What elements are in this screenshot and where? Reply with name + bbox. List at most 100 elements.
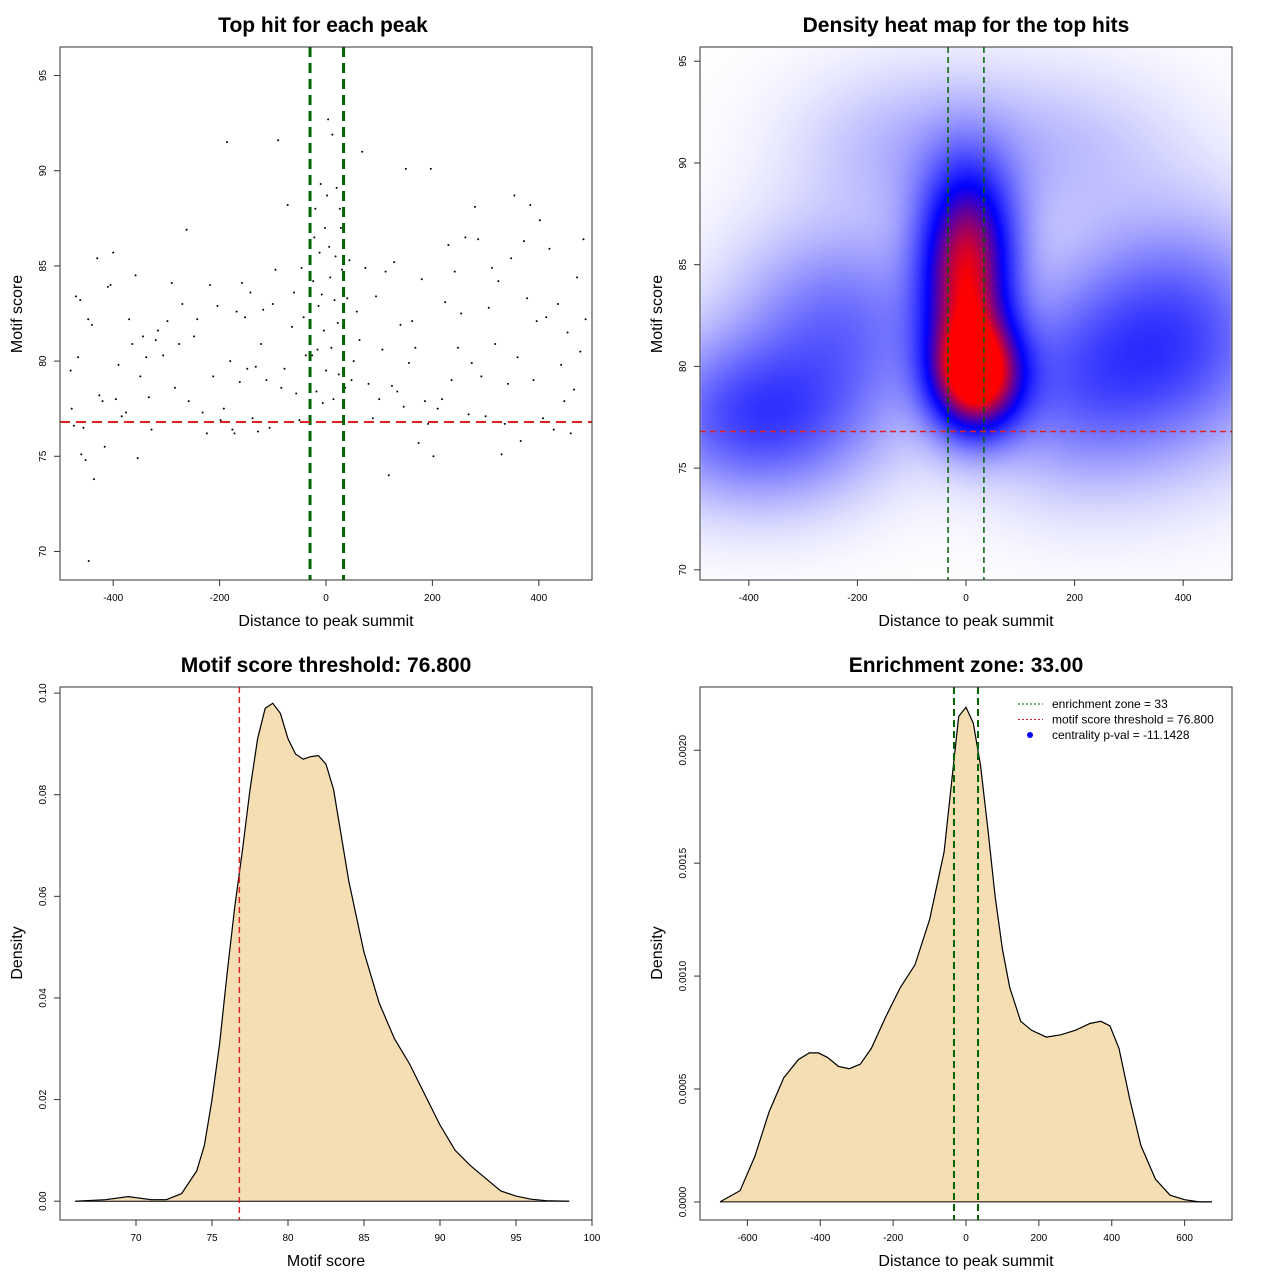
x-axis-label: Distance to peak summit (878, 613, 1054, 630)
data-point (337, 373, 340, 376)
data-point (447, 243, 450, 246)
data-point (139, 375, 142, 378)
data-point (283, 367, 286, 370)
data-point (128, 318, 131, 321)
y-tick-label: 0.04 (38, 988, 49, 1008)
data-point (205, 432, 208, 435)
data-point (402, 405, 405, 408)
x-tick-label: 0 (323, 593, 329, 604)
density-fill (720, 707, 1212, 1202)
y-axis-label: Motif score (9, 275, 26, 353)
data-point (464, 236, 467, 239)
data-point (467, 413, 470, 416)
data-point (322, 329, 325, 332)
data-point (193, 335, 196, 338)
data-point (487, 306, 490, 309)
y-tick-label: 85 (678, 259, 689, 271)
plot-area (700, 47, 1232, 580)
data-point (522, 240, 525, 243)
data-point (70, 407, 73, 410)
data-point (262, 308, 265, 311)
data-point (566, 331, 569, 334)
data-point (226, 141, 229, 144)
data-point (93, 478, 96, 481)
data-point (170, 282, 173, 285)
data-point (378, 398, 381, 401)
x-tick-label: 200 (1031, 1233, 1048, 1244)
data-point (584, 318, 587, 321)
data-point (124, 411, 127, 414)
data-point (300, 266, 303, 269)
data-point (82, 426, 85, 429)
chart-title: Motif score threshold: 76.800 (181, 654, 472, 677)
data-point (134, 274, 137, 277)
data-point (411, 320, 414, 323)
data-point (311, 354, 314, 357)
data-point (399, 323, 402, 326)
density-fill (75, 703, 570, 1202)
data-point (556, 302, 559, 305)
data-point (246, 367, 249, 370)
data-point (185, 228, 188, 231)
y-tick-label: 70 (38, 545, 49, 557)
data-point (120, 415, 123, 418)
axes: -600 -400 -200 0 200 400 600 0.0000 0.0005 0.0010… (678, 735, 1193, 1244)
data-point (340, 268, 343, 271)
data-point (358, 339, 361, 342)
x-tick-label: 600 (1176, 1233, 1193, 1244)
y-tick-label: 0.0000 (678, 1186, 689, 1217)
data-point (480, 375, 483, 378)
data-point (145, 356, 148, 359)
panel-distance-density: Enrichment zone: 33.00 -600 -400 -200 0 200 4… (649, 654, 1233, 1270)
data-point (542, 417, 545, 420)
data-point (178, 342, 181, 345)
x-tick-label: -200 (883, 1233, 903, 1244)
data-point (352, 360, 355, 363)
data-point (572, 388, 575, 391)
data-point (212, 375, 215, 378)
data-point (329, 276, 332, 279)
data-point (327, 118, 330, 121)
y-tick-label: 80 (38, 355, 49, 367)
x-tick-label: 75 (206, 1233, 218, 1244)
data-point (538, 219, 541, 222)
data-point (173, 386, 176, 389)
data-point (548, 247, 551, 250)
x-tick-label: -400 (739, 593, 759, 604)
data-point (256, 430, 259, 433)
data-point (513, 194, 516, 197)
y-tick-label: 0.06 (38, 886, 49, 906)
data-point (552, 428, 555, 431)
y-tick-label: 95 (678, 55, 689, 67)
plot-area (60, 47, 592, 580)
data-point (500, 453, 503, 456)
data-point (80, 453, 83, 456)
data-point (384, 270, 387, 273)
data-point (355, 310, 358, 313)
data-point (141, 335, 144, 338)
data-point (423, 400, 426, 403)
data-point (407, 361, 410, 364)
x-tick-label: -600 (737, 1233, 757, 1244)
data-point (209, 283, 212, 286)
y-axis-label: Density (9, 926, 26, 979)
data-point (526, 297, 529, 300)
x-axis-label: Distance to peak summit (238, 613, 414, 630)
x-axis-label: Motif score (287, 1253, 365, 1270)
legend: enrichment zone = 33 motif score threshol… (1018, 697, 1214, 742)
data-point (74, 295, 77, 298)
data-point (312, 280, 315, 283)
y-tick-label: 75 (38, 450, 49, 462)
legend-label: centrality p-val = -11.1428 (1052, 728, 1190, 742)
data-point (131, 342, 134, 345)
x-tick-label: 400 (1103, 1233, 1120, 1244)
data-point (136, 457, 139, 460)
data-point (233, 432, 236, 435)
x-tick-label: 0 (963, 593, 969, 604)
data-point (490, 266, 493, 269)
data-point (393, 261, 396, 264)
data-point (114, 398, 117, 401)
data-point (298, 419, 301, 422)
data-point (367, 382, 370, 385)
x-tick-label: 200 (424, 593, 441, 604)
